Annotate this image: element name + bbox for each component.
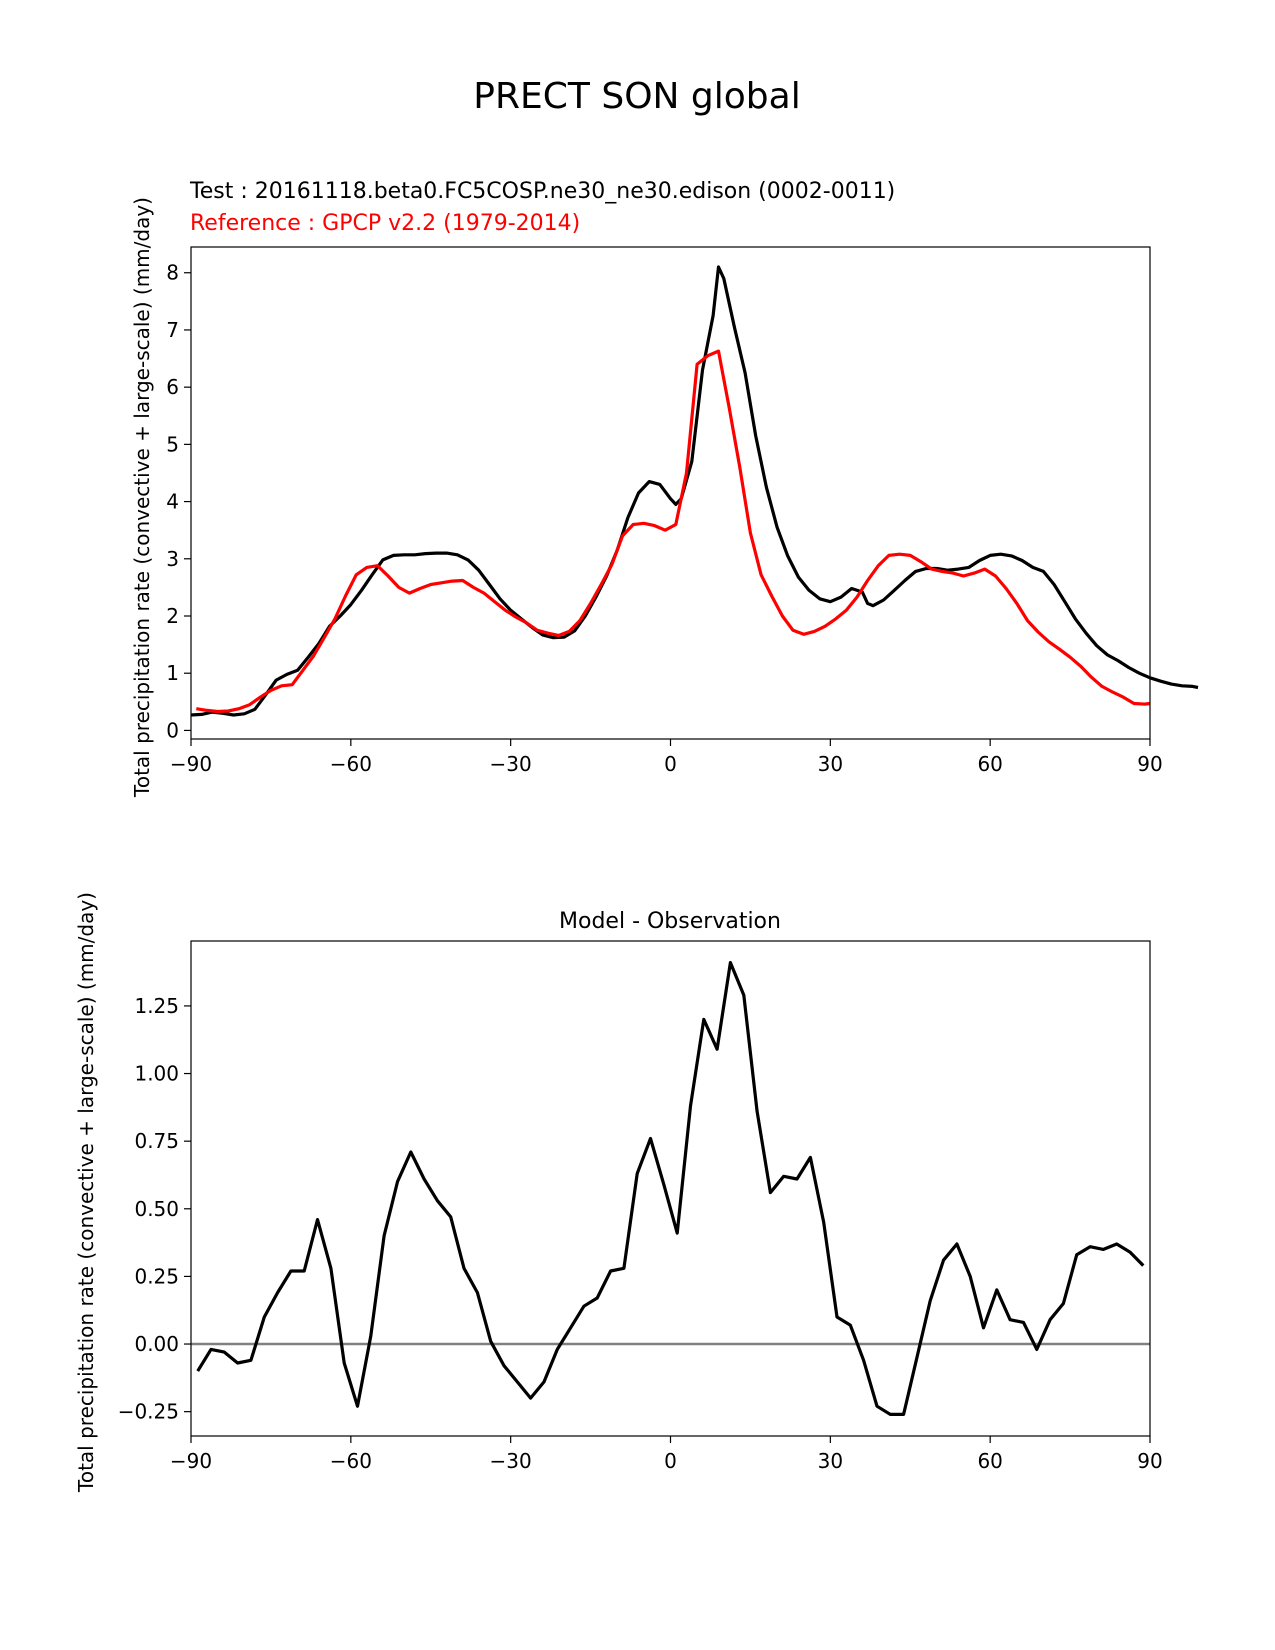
x-tick-label: −90 bbox=[170, 752, 212, 776]
x-tick-label: 0 bbox=[664, 1449, 677, 1473]
y-tick-label: 2 bbox=[166, 604, 179, 628]
y-tick-label: 7 bbox=[166, 318, 179, 342]
x-tick-label: 0 bbox=[664, 752, 677, 776]
y-tick-label: 0.25 bbox=[134, 1264, 179, 1288]
series-line-1 bbox=[196, 349, 1151, 714]
top-panel: Test : 20161118.beta0.FC5COSP.ne30_ne30.… bbox=[130, 179, 1199, 798]
top-tick-group: −90 −60 −30 0 30 60 90 0 1 2 3 4 5 6 7 8 bbox=[166, 261, 1162, 776]
y-tick-label: −0.25 bbox=[118, 1400, 179, 1424]
x-tick-label: 90 bbox=[1137, 1449, 1162, 1473]
x-tick-label: −30 bbox=[490, 752, 532, 776]
x-tick-label: −60 bbox=[330, 752, 372, 776]
page-title: PRECT SON global bbox=[473, 76, 800, 117]
bottom-series-group bbox=[191, 961, 1150, 1416]
y-tick-label: 0.75 bbox=[134, 1129, 179, 1153]
bottom-plot-frame bbox=[190, 940, 1151, 1437]
top-plot-frame bbox=[190, 246, 1151, 740]
test-label: Test : 20161118.beta0.FC5COSP.ne30_ne30.… bbox=[189, 179, 895, 204]
top-series-group bbox=[190, 265, 1199, 717]
x-tick-label: −90 bbox=[170, 1449, 212, 1473]
y-tick-label: 1 bbox=[166, 661, 179, 685]
x-tick-label: 60 bbox=[977, 752, 1002, 776]
reference-label: Reference : GPCP v2.2 (1979-2014) bbox=[190, 211, 580, 236]
y-tick-label: 1.00 bbox=[134, 1062, 179, 1086]
x-tick-label: 30 bbox=[818, 1449, 843, 1473]
x-tick-label: 90 bbox=[1137, 752, 1162, 776]
top-y-axis-label: Total precipitation rate (convective + l… bbox=[130, 197, 154, 798]
series-line-0 bbox=[190, 265, 1199, 717]
y-tick-label: 6 bbox=[166, 375, 179, 399]
y-tick-label: 0.50 bbox=[134, 1197, 179, 1221]
y-tick-label: 1.25 bbox=[134, 994, 179, 1018]
y-tick-label: 4 bbox=[166, 490, 179, 514]
y-tick-label: 0.00 bbox=[134, 1332, 179, 1356]
bottom-panel: Model - Observation Total precipitation … bbox=[74, 892, 1163, 1493]
x-tick-label: −30 bbox=[490, 1449, 532, 1473]
x-tick-label: 30 bbox=[818, 752, 843, 776]
bottom-title: Model - Observation bbox=[559, 909, 781, 934]
bottom-tick-group: −90 −60 −30 0 30 60 90 −0.25 0.00 0.25 0.50 0.75 1.0… bbox=[118, 994, 1163, 1473]
series-line-0 bbox=[196, 961, 1145, 1416]
y-tick-label: 3 bbox=[166, 547, 179, 571]
y-tick-label: 5 bbox=[166, 432, 179, 456]
y-tick-label: 0 bbox=[166, 718, 179, 742]
x-tick-label: −60 bbox=[330, 1449, 372, 1473]
y-tick-label: 8 bbox=[166, 261, 179, 285]
bottom-y-axis-label: Total precipitation rate (convective + l… bbox=[74, 892, 98, 1493]
x-tick-label: 60 bbox=[977, 1449, 1002, 1473]
